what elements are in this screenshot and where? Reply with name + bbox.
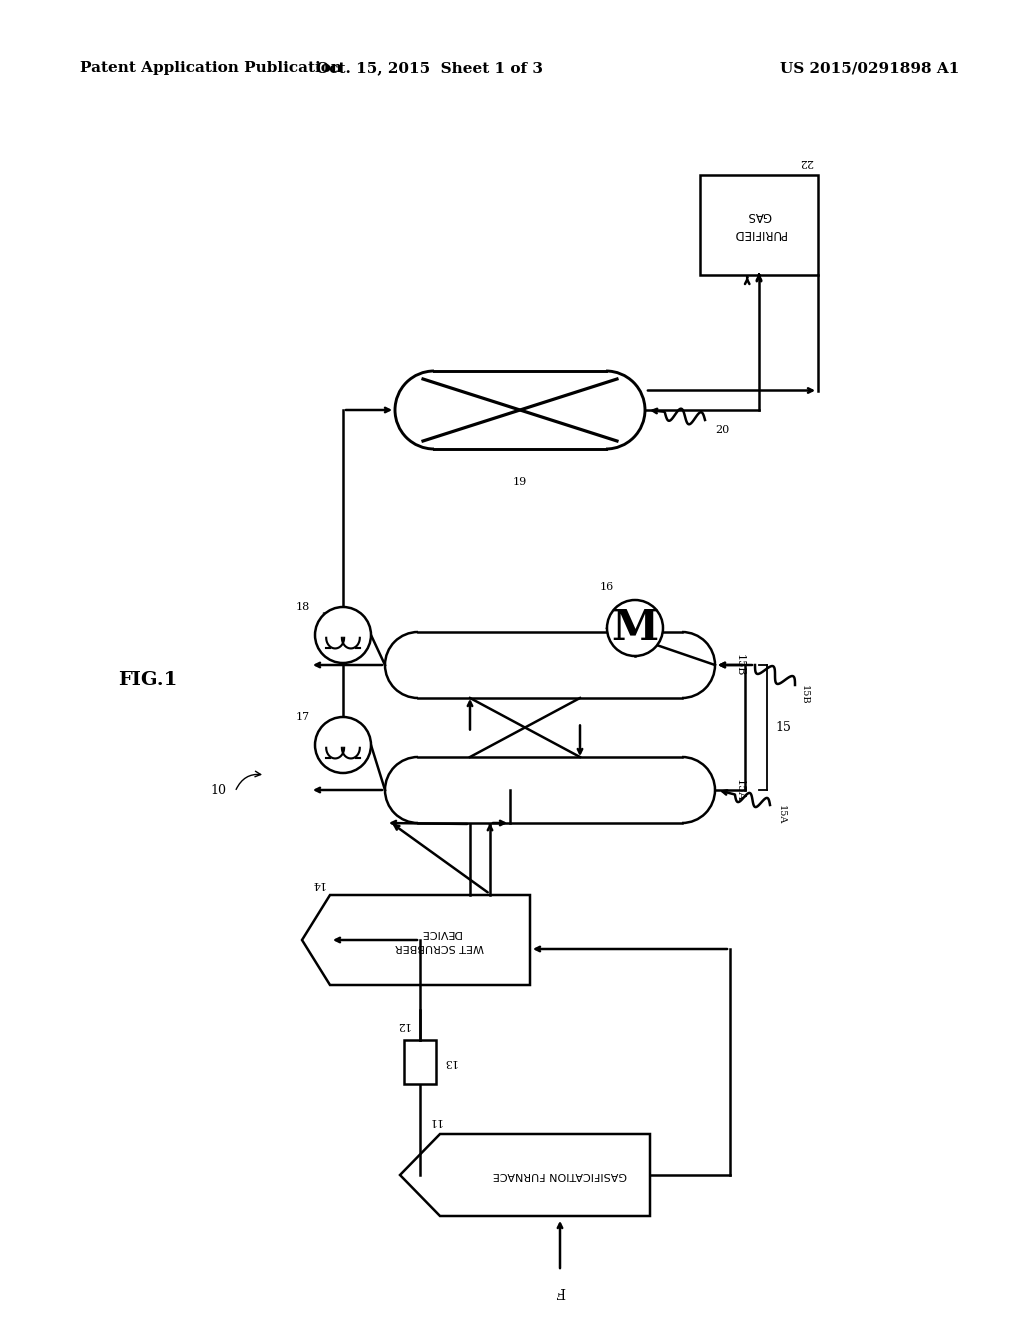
Circle shape (385, 756, 451, 822)
Text: FIG.1: FIG.1 (119, 671, 178, 689)
Text: GASIFICATION FURNACE: GASIFICATION FURNACE (493, 1170, 627, 1180)
Text: US 2015/0291898 A1: US 2015/0291898 A1 (780, 61, 959, 75)
Text: 15: 15 (775, 721, 791, 734)
Text: F: F (555, 1284, 565, 1298)
Circle shape (649, 632, 715, 698)
Bar (700, 176, 818, 275)
Text: Patent Application Publication: Patent Application Publication (80, 61, 342, 75)
Circle shape (395, 371, 473, 449)
Text: 18: 18 (296, 602, 310, 612)
Text: 20: 20 (715, 425, 729, 436)
Bar (404, 1040, 436, 1084)
Bar (434, 371, 606, 449)
Text: 15A: 15A (735, 779, 745, 801)
Text: 19: 19 (513, 477, 527, 487)
Text: 21: 21 (321, 612, 335, 622)
Polygon shape (400, 1134, 650, 1216)
Text: 22: 22 (799, 157, 813, 168)
Bar (418, 756, 682, 822)
Circle shape (607, 601, 663, 656)
Text: 15A: 15A (777, 805, 786, 825)
Circle shape (385, 632, 451, 698)
Text: M: M (611, 607, 658, 649)
Circle shape (315, 717, 371, 774)
Text: 15B: 15B (735, 653, 745, 676)
Text: 13: 13 (442, 1057, 457, 1067)
Text: 15B: 15B (800, 685, 809, 705)
Bar (418, 632, 682, 698)
Text: 16: 16 (600, 582, 614, 591)
Text: PURIFIED
GAS: PURIFIED GAS (732, 210, 785, 240)
Text: WET SCRUBBER
DEVICE: WET SCRUBBER DEVICE (395, 928, 484, 952)
Text: 10: 10 (210, 784, 226, 796)
Polygon shape (302, 895, 530, 985)
Text: Oct. 15, 2015  Sheet 1 of 3: Oct. 15, 2015 Sheet 1 of 3 (316, 61, 544, 75)
Circle shape (649, 756, 715, 822)
Text: 11: 11 (428, 1115, 442, 1126)
Circle shape (315, 607, 371, 663)
Circle shape (567, 371, 645, 449)
Text: 17: 17 (296, 711, 310, 722)
Text: 14: 14 (310, 879, 325, 888)
Text: 12: 12 (395, 1020, 410, 1030)
